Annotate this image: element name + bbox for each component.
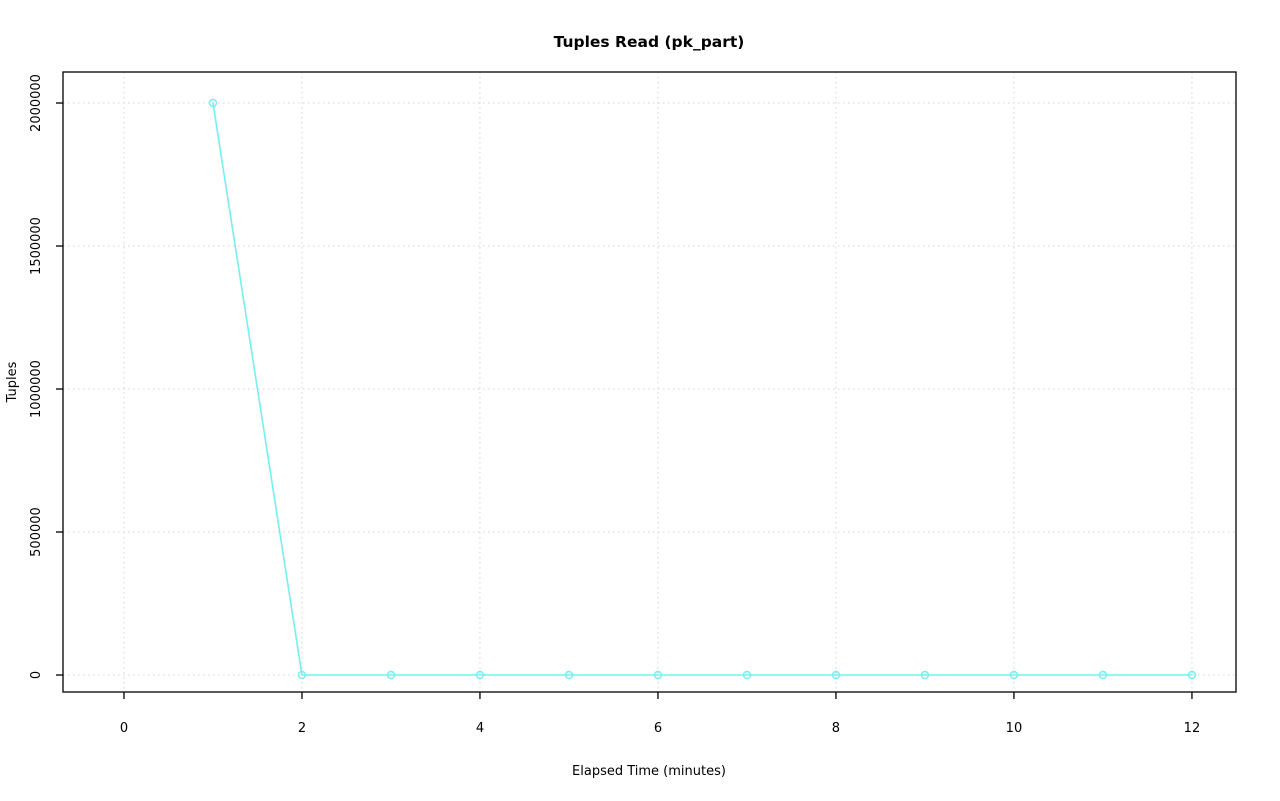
y-tick-label: 1500000 <box>29 217 44 275</box>
data-point <box>564 670 574 680</box>
data-point <box>297 670 307 680</box>
series-layer <box>208 98 1197 680</box>
data-point <box>475 670 485 680</box>
axes-layer: 0 2 4 6 8 10 12 0 500000 1000000 1500000 2000000 <box>29 71 1237 736</box>
x-tick-label: 12 <box>1184 721 1201 736</box>
chart-title: Tuples Read (pk_part) <box>554 33 745 51</box>
series-line <box>212 102 1193 676</box>
data-point <box>742 670 752 680</box>
y-tick-label: 500000 <box>29 507 44 557</box>
x-tick-label: 8 <box>832 721 840 736</box>
data-point <box>653 670 663 680</box>
y-axis-label: Tuples <box>5 361 20 403</box>
data-point <box>1187 670 1197 680</box>
grid-layer <box>63 72 1236 692</box>
x-tick-label: 6 <box>654 721 662 736</box>
plot-frame <box>62 71 1237 693</box>
data-point <box>920 670 930 680</box>
data-point <box>831 670 841 680</box>
x-tick-label: 4 <box>476 721 484 736</box>
data-point <box>1009 670 1019 680</box>
x-axis-label: Elapsed Time (minutes) <box>572 764 726 779</box>
data-point <box>386 670 396 680</box>
y-tick-label: 0 <box>29 671 44 679</box>
x-tick-label: 0 <box>120 721 128 736</box>
y-tick-label: 2000000 <box>29 74 44 132</box>
x-tick-label: 2 <box>298 721 306 736</box>
data-point <box>208 98 218 108</box>
y-tick-label: 1000000 <box>29 360 44 418</box>
data-point <box>1098 670 1108 680</box>
x-tick-label: 10 <box>1006 721 1023 736</box>
